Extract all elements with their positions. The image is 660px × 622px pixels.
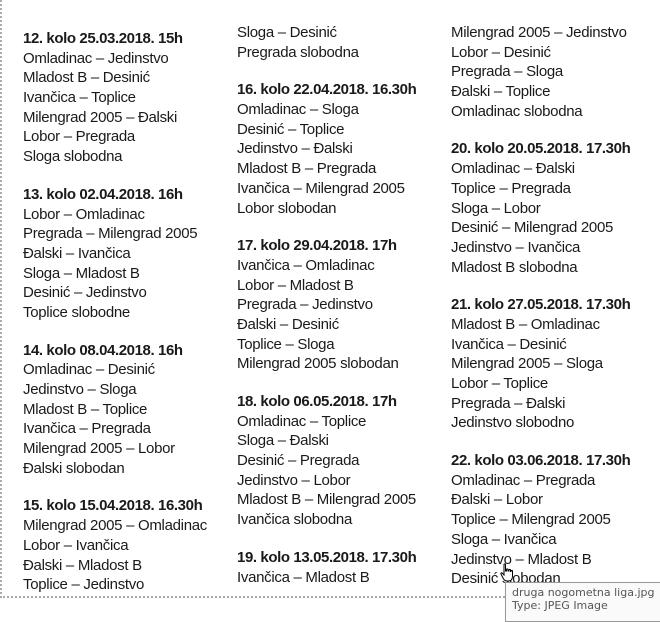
match-line: Omladinac – Jedinstvo — [23, 49, 169, 67]
schedule-column: 12. kolo 25.03.2018. 15h Omladinac – Jedi… — [23, 29, 238, 613]
round-block: 12. kolo 25.03.2018. 15h Omladinac – Jedi… — [23, 29, 238, 167]
match-line: Desinić – Milengrad 2005 — [451, 219, 614, 237]
match-line: Lobor – Mladost B — [237, 276, 354, 294]
match-line: Jedinstvo – Ivančica — [451, 238, 581, 256]
match-line: Toplice – Sloga — [237, 335, 335, 353]
round-heading: 18. kolo 06.05.2018. 17h — [237, 393, 397, 410]
match-line: Milengrad 2005 – Jedinstvo — [451, 24, 627, 41]
round-heading: 15. kolo 15.04.2018. 16.30h — [23, 497, 203, 515]
tooltip-type: Type: JPEG Image — [512, 599, 608, 612]
match-line: Sloga – Mladost B — [23, 264, 140, 282]
match-line: Pregrada – Jedinstvo — [237, 296, 373, 314]
match-line: Sloga – Đalski — [237, 432, 329, 450]
match-line: Omladinac – Toplice — [237, 412, 367, 430]
round-heading: 17. kolo 29.04.2018. 17h — [237, 237, 397, 255]
match-line: Pregrada slobodna — [237, 43, 359, 61]
match-line: Milengrad 2005 – Omladinac — [23, 517, 207, 535]
match-line: Pregrada – Milengrad 2005 — [23, 225, 198, 243]
match-line: Jedinstvo slobodno — [451, 414, 575, 432]
match-line: Mladost B – Omladinac — [451, 315, 600, 333]
round-block: Milengrad 2005 – Jedinstvo Lobor – Desini… — [451, 23, 660, 121]
match-line: Sloga – Ivančica — [451, 530, 557, 548]
match-line: Đalski – Toplice — [451, 83, 551, 101]
round-block: 15. kolo 15.04.2018. 16.30h Milengrad 200… — [23, 496, 238, 594]
match-line: Toplice – Pregrada — [451, 179, 571, 197]
match-line: Toplice slobodne — [23, 303, 130, 321]
match-line: Mladost B – Toplice — [23, 400, 148, 418]
match-line: Pregrada – Đalski — [451, 394, 566, 412]
round-heading: 14. kolo 08.04.2018. 16h — [23, 341, 183, 359]
match-line: Sloga – Desinić — [237, 24, 337, 41]
match-line: Omladinac – Desinić — [23, 361, 155, 379]
match-line: Desinić – Toplice — [237, 120, 345, 138]
round-block: 16. kolo 22.04.2018. 16.30h Omladinac – S… — [237, 80, 452, 218]
round-block: 20. kolo 20.05.2018. 17.30h Omladinac – Đ… — [451, 139, 660, 277]
match-line: Omladinac slobodna — [451, 102, 583, 120]
round-heading: 19. kolo 13.05.2018. 17.30h — [237, 548, 417, 566]
match-line: Lobor – Omladinac — [23, 205, 145, 223]
schedule-column: Milengrad 2005 – Jedinstvo Lobor – Desini… — [451, 23, 660, 607]
match-line: Jedinstvo – Mladost B — [451, 550, 592, 568]
round-block: 21. kolo 27.05.2018. 17.30h Mladost B – O… — [451, 295, 660, 433]
image-frame — [0, 0, 660, 598]
match-line: Mladost B slobodna — [451, 258, 578, 276]
match-line: Sloga – Lobor — [451, 199, 541, 217]
match-line: Ivančica – Mladost B — [237, 568, 370, 586]
round-block: 13. kolo 02.04.2018. 16h Lobor – Omladina… — [23, 185, 238, 323]
match-line: Ivančica – Milengrad 2005 — [237, 179, 405, 197]
match-line: Đalski – Ivančica — [23, 244, 131, 262]
round-block: 14. kolo 08.04.2018. 16h Omladinac – Desi… — [23, 341, 238, 479]
match-line: Lobor – Pregrada — [23, 128, 135, 146]
match-line: Lobor – Desinić — [451, 43, 551, 61]
match-line: Mladost B – Pregrada — [237, 160, 377, 178]
match-line: Omladinac – Sloga — [237, 101, 359, 119]
round-heading: 13. kolo 02.04.2018. 16h — [23, 185, 183, 203]
round-heading: 21. kolo 27.05.2018. 17.30h — [451, 296, 631, 314]
match-line: Lobor – Ivančica — [23, 536, 129, 554]
match-line: Desinić – Pregrada — [237, 452, 360, 470]
match-line: Đalski – Desinić — [237, 315, 339, 333]
round-heading: 12. kolo 25.03.2018. 15h — [23, 30, 183, 47]
match-line: Milengrad 2005 slobodan — [237, 355, 399, 373]
round-heading: 16. kolo 22.04.2018. 16.30h — [237, 81, 417, 99]
match-line: Jedinstvo – Đalski — [237, 140, 353, 158]
match-line: Desinić – Jedinstvo — [23, 284, 147, 302]
round-block: 19. kolo 13.05.2018. 17.30h Ivančica – Ml… — [237, 548, 452, 587]
match-line: Toplice – Jedinstvo — [23, 576, 145, 594]
match-line: Omladinac – Đalski — [451, 160, 575, 178]
hand-pointer-icon — [500, 563, 513, 582]
round-heading: 22. kolo 03.06.2018. 17.30h — [451, 452, 631, 470]
round-block: 18. kolo 06.05.2018. 17h Omladinac – Topl… — [237, 392, 452, 530]
match-line: Milengrad 2005 – Sloga — [451, 355, 603, 373]
round-heading: 20. kolo 20.05.2018. 17.30h — [451, 140, 631, 158]
tooltip-filename: druga nogometna liga.jpg — [512, 586, 655, 599]
match-line: Mladost B – Milengrad 2005 — [237, 491, 416, 509]
match-line: Jedinstvo – Sloga — [23, 381, 137, 398]
match-line: Ivančica – Desinić — [451, 335, 567, 353]
file-tooltip: druga nogometna liga.jpg Type: JPEG Imag… — [505, 582, 660, 622]
match-line: Ivančica – Toplice — [23, 89, 136, 107]
match-line: Ivančica – Omladinac — [237, 256, 375, 274]
match-line: Ivančica slobodna — [237, 511, 352, 529]
round-block: 22. kolo 03.06.2018. 17.30h Omladinac – P… — [451, 451, 660, 589]
match-line: Lobor slobodan — [237, 199, 337, 217]
match-line: Mladost B – Desinić — [23, 69, 150, 87]
match-line: Omladinac – Pregrada — [451, 471, 596, 489]
match-line: Toplice – Milengrad 2005 — [451, 511, 611, 529]
round-block: Sloga – Desinić Pregrada slobodna — [237, 23, 452, 62]
round-block: 17. kolo 29.04.2018. 17h Ivančica – Omlad… — [237, 236, 452, 374]
match-line: Đalski – Mladost B — [23, 556, 142, 574]
match-line: Jedinstvo – Lobor — [237, 471, 351, 489]
match-line: Pregrada – Sloga — [451, 63, 563, 81]
match-line: Sloga slobodna — [23, 148, 123, 166]
match-line: Milengrad 2005 – Lobor — [23, 440, 175, 458]
match-line: Milengrad 2005 – Đalski — [23, 108, 178, 126]
match-line: Ivančica – Pregrada — [23, 420, 151, 438]
schedule-column: Sloga – Desinić Pregrada slobodna 16. kolo… — [237, 23, 452, 605]
match-line: Đalski slobodan — [23, 459, 125, 477]
match-line: Đalski – Lobor — [451, 491, 543, 509]
match-line: Lobor – Toplice — [451, 375, 548, 392]
